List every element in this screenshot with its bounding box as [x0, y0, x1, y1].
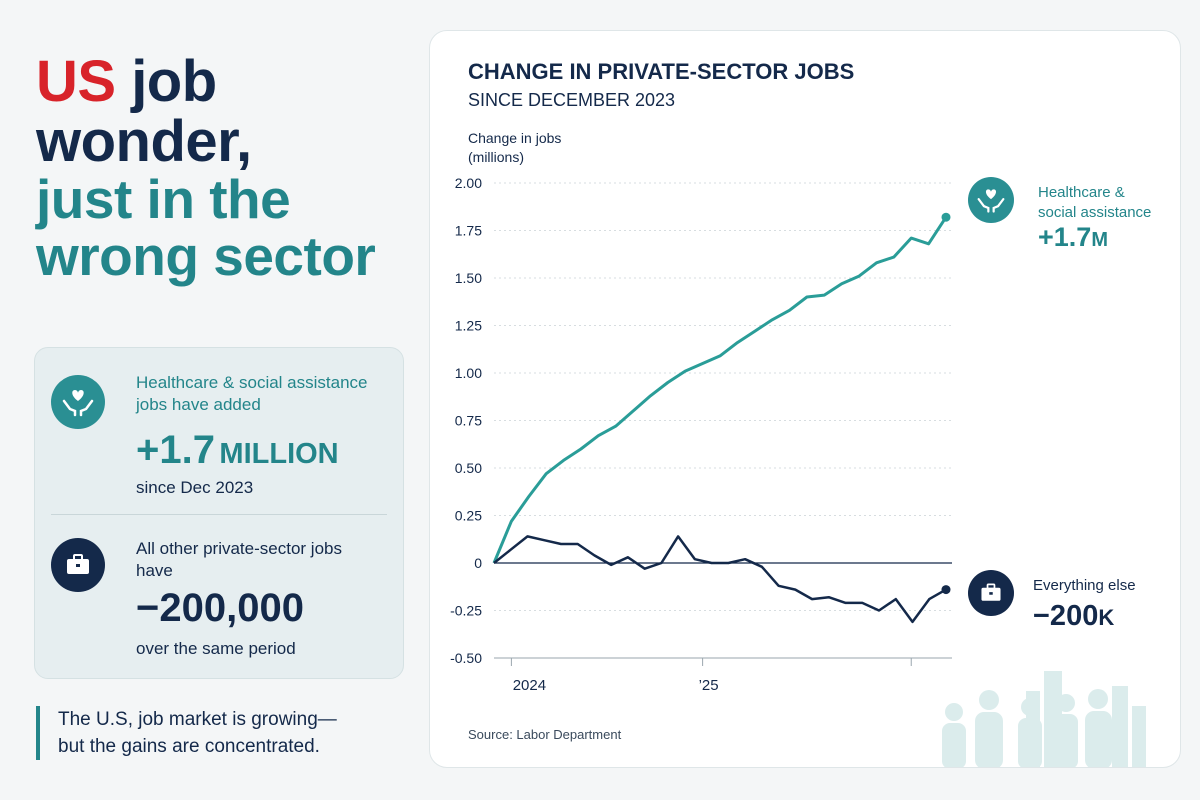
- end-point-healthcare: [941, 212, 951, 222]
- other-text: All other private-sector jobs have: [136, 538, 342, 582]
- y-tick-label: 0: [474, 555, 482, 571]
- heart-hands-icon: [51, 375, 105, 429]
- end-point-everything-else: [941, 585, 951, 595]
- y-axis-label-line-2: (millions): [468, 149, 524, 165]
- y-tick-label: 0.25: [455, 508, 482, 524]
- y-tick-label: 1.50: [455, 270, 482, 286]
- end-label-other-name: Everything else: [1033, 577, 1136, 594]
- y-tick-label: 1.75: [455, 223, 482, 239]
- y-tick-label: 0.75: [455, 413, 482, 429]
- y-tick-label: -0.25: [450, 603, 482, 619]
- end-label-other: Everything else −200K: [1033, 577, 1136, 633]
- series-line-everything-else: [493, 535, 947, 624]
- y-tick-label: 0.50: [455, 460, 482, 476]
- headline-job: job: [115, 49, 217, 114]
- source-note: Source: Labor Department: [468, 727, 622, 742]
- y-tick-label: 2.00: [455, 175, 482, 191]
- footnote-line-1: The U.S, job market is growing—: [58, 709, 337, 730]
- health-text-line-2: jobs have added: [136, 395, 261, 414]
- health-value-unit: MILLION: [219, 438, 339, 470]
- headline-line-1: US job: [36, 52, 416, 112]
- other-text-line-1: All other private-sector jobs: [136, 539, 342, 558]
- end-label-health-value-unit: M: [1091, 229, 1108, 251]
- chart-title: CHANGE IN PRIVATE-SECTOR JOBS: [468, 59, 855, 84]
- end-label-other-value-number: −200: [1033, 600, 1099, 632]
- y-tick-label: -0.50: [450, 650, 482, 666]
- x-tick-label: 2024: [513, 677, 546, 694]
- headline-line-4: wrong sector: [36, 225, 376, 288]
- end-label-health-value-number: +1.7: [1038, 222, 1092, 252]
- headline-line-2: wonder,: [36, 108, 252, 174]
- health-since: since Dec 2023: [136, 478, 254, 497]
- health-value: +1.7 MILLION: [136, 428, 339, 473]
- y-axis-label: Change in jobs (millions): [468, 129, 561, 167]
- chart-panel: CHANGE IN PRIVATE-SECTOR JOBS SINCE DECE…: [429, 30, 1181, 768]
- headline-us: US: [36, 49, 116, 114]
- heart-hands-icon: [968, 177, 1014, 223]
- end-label-other-value: −200K: [1033, 600, 1136, 633]
- other-value: −200,000: [136, 586, 304, 630]
- y-tick-label: 1.25: [455, 318, 482, 334]
- health-text: Healthcare & social assistance jobs have…: [136, 372, 368, 416]
- end-label-health: Healthcare & social assistance +1.7M: [1038, 183, 1151, 252]
- y-axis-label-line-1: Change in jobs: [468, 130, 562, 146]
- stats-card: Healthcare & social assistance jobs have…: [34, 347, 404, 679]
- briefcase-icon: [51, 538, 105, 592]
- headline: US job wonder, just in the wrong sector: [36, 52, 416, 285]
- line-chart: 2.00 1.75 1.50 1.25 1.00 0.75 0.50 0.25 0 -0.25 -0…: [450, 175, 1146, 767]
- end-label-health-name-2: social assistance: [1038, 204, 1152, 221]
- end-label-health-value: +1.7M: [1038, 224, 1151, 252]
- y-tick-label: 1.00: [455, 365, 482, 381]
- footnote-line-2: but the gains are concentrated.: [58, 736, 320, 757]
- health-text-line-1: Healthcare & social assistance: [136, 373, 368, 392]
- end-label-other-value-unit: K: [1098, 605, 1115, 630]
- people-silhouette-decoration: [942, 671, 1146, 767]
- chart-subtitle: SINCE DECEMBER 2023: [468, 90, 676, 110]
- card-divider: [51, 514, 387, 515]
- series-line-healthcare: [492, 216, 948, 564]
- headline-line-3: just in the: [36, 168, 291, 231]
- end-label-health-name: Healthcare &: [1038, 184, 1125, 201]
- other-period: over the same period: [136, 639, 296, 658]
- briefcase-icon: [968, 570, 1014, 616]
- health-value-number: +1.7: [136, 428, 215, 472]
- footnote: The U.S, job market is growing— but the …: [36, 706, 337, 760]
- other-text-line-2: have: [136, 561, 173, 580]
- x-tick-label: ’25: [699, 677, 719, 694]
